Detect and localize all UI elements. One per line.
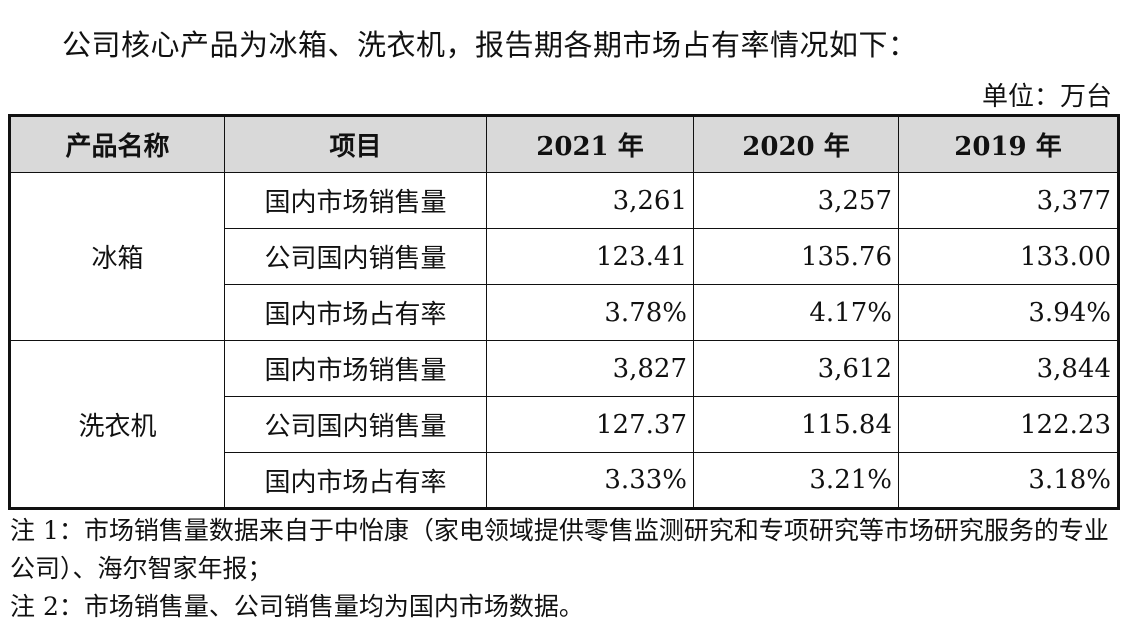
value-cell: 3,612 xyxy=(693,340,899,397)
item-cell: 国内市场占有率 xyxy=(224,284,487,341)
value-cell: 3.33% xyxy=(486,452,694,509)
product-cell-refrigerator: 冰箱 xyxy=(9,172,225,341)
value-cell: 3,844 xyxy=(898,340,1119,397)
header-product-name: 产品名称 xyxy=(9,115,225,173)
market-share-table: 产品名称 项目 2021 年 2020 年 2019 年 冰箱 国内市场销售量 … xyxy=(8,114,1120,510)
item-cell: 公司国内销售量 xyxy=(224,228,487,285)
value-cell: 123.41 xyxy=(486,228,694,285)
table-row: 冰箱 国内市场销售量 3,261 3,257 3,377 xyxy=(9,172,1119,341)
item-cell: 公司国内销售量 xyxy=(224,396,487,453)
intro-text: 公司核心产品为冰箱、洗衣机，报告期各期市场占有率情况如下： xyxy=(62,28,918,62)
value-cell: 135.76 xyxy=(693,228,899,285)
value-cell: 115.84 xyxy=(693,396,899,453)
value-cell: 4.17% xyxy=(693,284,899,341)
value-cell: 3,257 xyxy=(693,172,899,229)
table-row: 公司国内销售量 127.37 115.84 122.23 xyxy=(10,396,1119,453)
product-cell-washing-machine: 洗衣机 xyxy=(9,340,225,509)
table-header-row: 产品名称 项目 2021 年 2020 年 2019 年 xyxy=(9,115,1119,173)
footnote-2: 注 2：市场销售量、公司销售量均为国内市场数据。 xyxy=(10,592,584,621)
footnote-1: 注 1：市场销售量数据来自于中怡康（家电领域提供零售监测研究和专项研究等市场研究… xyxy=(10,516,1109,583)
value-cell: 3,377 xyxy=(898,172,1119,229)
table-row: 洗衣机 国内市场销售量 3,827 3,612 3,844 xyxy=(9,340,1119,509)
value-cell: 127.37 xyxy=(486,396,694,453)
value-cell: 3.94% xyxy=(898,284,1119,341)
header-year-2020: 2020 年 xyxy=(693,115,899,173)
header-item: 项目 xyxy=(224,115,487,173)
header-year-2021: 2021 年 xyxy=(486,115,694,173)
unit-label: 单位：万台 xyxy=(981,82,1112,112)
value-cell: 3.18% xyxy=(898,452,1119,509)
value-cell: 3.78% xyxy=(486,284,694,341)
value-cell: 3.21% xyxy=(693,452,899,509)
value-cell: 122.23 xyxy=(898,396,1119,453)
item-cell: 国内市场销售量 xyxy=(224,172,487,229)
value-cell: 3,827 xyxy=(486,340,694,397)
item-cell: 国内市场占有率 xyxy=(224,452,487,509)
footnotes: 注 1：市场销售量数据来自于中怡康（家电领域提供零售监测研究和专项研究等市场研究… xyxy=(10,512,1120,626)
table-row: 国内市场占有率 3.33% 3.21% 3.18% xyxy=(10,452,1119,509)
value-cell: 3,261 xyxy=(486,172,694,229)
item-cell: 国内市场销售量 xyxy=(224,340,487,397)
header-year-2019: 2019 年 xyxy=(898,115,1119,173)
value-cell: 133.00 xyxy=(898,228,1119,285)
